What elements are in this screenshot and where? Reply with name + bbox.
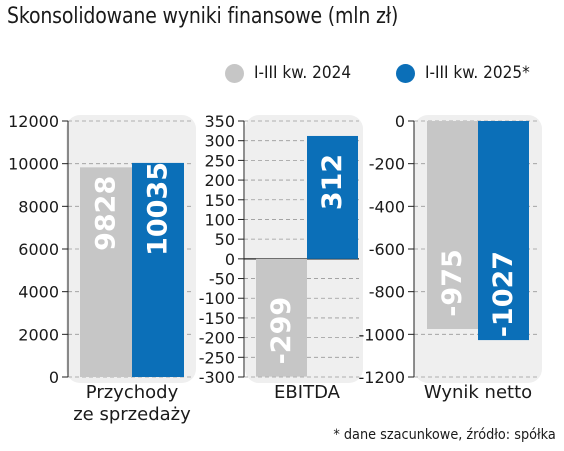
y-tick-label: 50 <box>215 230 235 249</box>
bar-2025 <box>307 135 358 259</box>
y-tick-label: 300 <box>204 132 235 151</box>
y-tick-label: -600 <box>369 240 405 259</box>
y-tick-label: 0 <box>225 250 235 269</box>
y-tick-label: -400 <box>369 197 405 216</box>
y-tick-label: 200 <box>204 171 235 190</box>
bar-2024 <box>80 167 132 377</box>
y-tick-label: 150 <box>204 191 235 210</box>
y-tick-label: -800 <box>369 283 405 302</box>
legend-item-2025: I-III kw. 2025* <box>396 63 541 83</box>
legend-label-2025: I-III kw. 2025* <box>425 63 530 83</box>
y-tick-label: 12000 <box>8 112 59 131</box>
legend-swatch-2025 <box>396 63 415 83</box>
y-tick-label: -150 <box>199 309 235 328</box>
bar-2024 <box>256 258 307 377</box>
y-tick-label: -1000 <box>359 325 406 344</box>
chart-title: Skonsolidowane wyniki finansowe (mln zł) <box>7 4 399 29</box>
bar-value-label: 9828 <box>91 176 122 251</box>
y-tick-label: -200 <box>369 155 405 174</box>
y-tick-label: 100 <box>204 210 235 229</box>
y-tick-label: 250 <box>204 151 235 170</box>
y-tick-label: 8000 <box>18 197 59 216</box>
category-label: ze sprzedaży <box>73 404 191 425</box>
category-label: Przychody <box>86 382 179 403</box>
y-tick-label: 4000 <box>18 283 59 302</box>
bar-2025 <box>132 162 184 377</box>
bar-2025 <box>478 121 529 341</box>
legend-item-2024: I-III kw. 2024 <box>225 63 362 83</box>
bar-value-label: 10035 <box>143 162 174 256</box>
y-tick-label: 0 <box>49 368 59 387</box>
y-tick-label: -100 <box>199 289 235 308</box>
y-tick-label: 2000 <box>18 325 59 344</box>
footnote: * dane szacunkowe, źródło: spółka <box>333 427 556 443</box>
y-tick-label: -50 <box>209 270 235 289</box>
y-tick-label: -300 <box>199 368 235 387</box>
y-tick-label: -1200 <box>359 368 406 387</box>
bar-value-label: -975 <box>437 249 468 317</box>
bar-value-label: -299 <box>266 297 297 365</box>
bar-value-label: -1027 <box>488 251 519 337</box>
y-tick-label: 350 <box>204 112 235 131</box>
bar-2024 <box>427 121 478 329</box>
bar-value-label: 312 <box>317 154 348 210</box>
y-tick-label: 0 <box>395 112 405 131</box>
legend-swatch-2024 <box>225 63 244 83</box>
legend-label-2024: I-III kw. 2024 <box>254 63 352 83</box>
y-tick-label: -250 <box>199 348 235 367</box>
category-label: EBITDA <box>274 382 341 403</box>
y-tick-label: 10000 <box>8 155 59 174</box>
y-tick-label: -200 <box>199 329 235 348</box>
y-tick-label: 6000 <box>18 240 59 259</box>
category-label: Wynik netto <box>424 382 532 403</box>
